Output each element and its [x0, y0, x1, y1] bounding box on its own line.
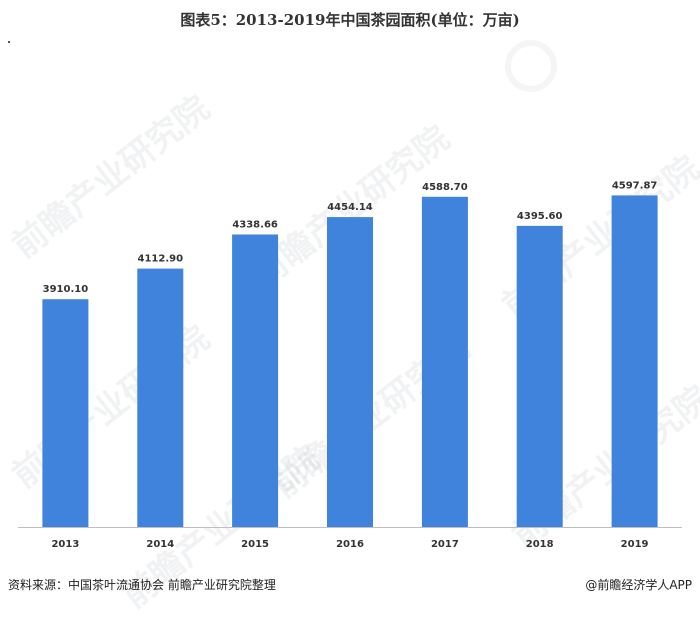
chart-title: 图表5：2013-2019年中国茶园面积(单位：万亩)	[180, 11, 520, 29]
x-tick-label-2016: 2016	[336, 539, 364, 550]
x-tick-label-2013: 2013	[51, 539, 79, 550]
x-tick-label-2014: 2014	[146, 539, 174, 550]
bar-2018	[516, 225, 563, 527]
bar-2019	[611, 195, 658, 527]
data-label-2015: 4338.66	[232, 220, 278, 231]
decorative-dot	[8, 41, 10, 43]
data-label-2019: 4597.87	[612, 180, 658, 191]
bar-2016	[327, 217, 373, 527]
source-note: 资料来源：中国茶叶流通协会 前瞻产业研究院整理	[8, 578, 276, 592]
bar-2015	[232, 234, 279, 527]
bar-2013	[42, 299, 89, 527]
x-tick-label-2015: 2015	[241, 539, 269, 550]
x-tick-label-2019: 2019	[621, 539, 649, 550]
x-tick-label-2017: 2017	[431, 539, 459, 550]
data-label-2014: 4112.90	[138, 254, 184, 265]
bar-2014	[137, 268, 184, 527]
data-label-2016: 4454.14	[327, 202, 373, 213]
brand-credit: @前瞻经济学人APP	[585, 578, 692, 592]
bar-2017	[421, 196, 468, 528]
x-tick-label-2018: 2018	[526, 539, 554, 550]
data-label-2017: 4588.70	[422, 182, 468, 193]
data-label-2018: 4395.60	[517, 211, 563, 222]
bar-chart: 3910.10 2013 4112.90 2014 4338.66 2015 4454.14…	[18, 180, 682, 550]
data-label-2013: 3910.10	[43, 284, 89, 295]
